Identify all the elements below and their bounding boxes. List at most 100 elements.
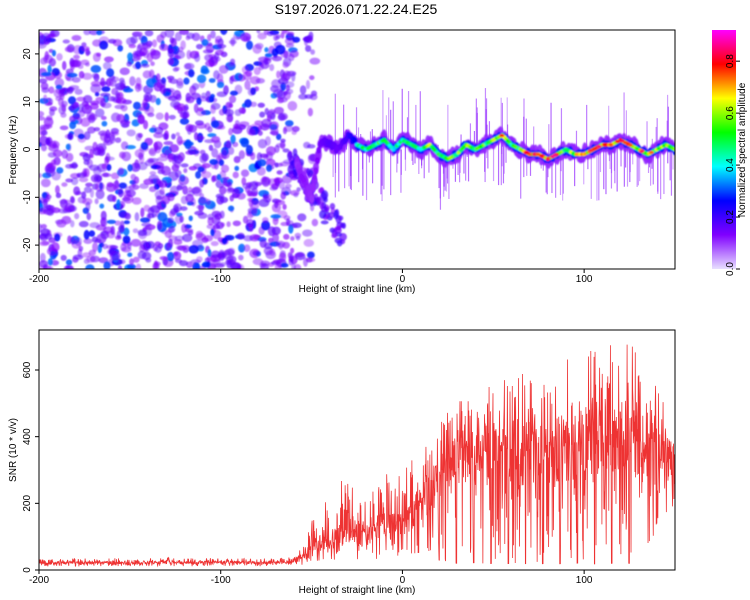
noise-blob (276, 70, 281, 79)
noise-blob (227, 247, 236, 257)
noise-blob (104, 156, 115, 161)
noise-blob (202, 49, 213, 54)
noise-blob (192, 186, 203, 197)
streak (385, 115, 387, 140)
noise-blob (117, 44, 124, 52)
streak (546, 154, 548, 195)
noise-blob (291, 130, 297, 135)
noise-blob (228, 127, 234, 136)
noise-blob (115, 90, 120, 99)
noise-blob (86, 158, 93, 169)
noise-blob (128, 44, 137, 49)
noise-blob (210, 30, 216, 39)
noise-blob (67, 96, 77, 105)
noise-blob (154, 261, 161, 266)
noise-blob (238, 254, 244, 261)
noise-blob (153, 81, 163, 92)
streak (663, 149, 665, 195)
noise-blob (211, 210, 222, 217)
noise-blob (211, 148, 219, 158)
noise-blob (274, 35, 280, 41)
snr-panel: -200 -100 0 100 0 200 400 600 Height of straig… (8, 329, 676, 596)
noise-blob (180, 163, 189, 168)
y-tick-label: 20 (22, 48, 33, 60)
noise-blob (40, 82, 49, 90)
noise-blob (269, 130, 279, 135)
y-tick-label: 600 (22, 361, 33, 378)
noise-blob (268, 237, 274, 243)
ridge-hotspot (596, 144, 602, 148)
streak (616, 144, 618, 192)
noise-blob (116, 114, 125, 123)
noise-blob (120, 104, 128, 112)
noise-blob (213, 224, 221, 230)
noise-blob (68, 105, 76, 111)
noise-blob (286, 220, 294, 227)
noise-blob (96, 175, 103, 183)
noise-blob (171, 164, 180, 172)
noise-blob (108, 131, 120, 136)
noise-blob (262, 217, 269, 224)
arm-blob (331, 233, 338, 239)
streak (469, 123, 472, 145)
noise-blob (40, 72, 52, 77)
noise-blob (270, 85, 280, 93)
streak (523, 149, 525, 178)
noise-blob (168, 95, 178, 101)
noise-blob (307, 107, 313, 117)
noise-blob (279, 140, 286, 150)
noise-blob (176, 81, 184, 89)
noise-blob (154, 241, 161, 247)
streak (407, 91, 410, 140)
noise-blob (167, 193, 175, 202)
noise-blob (141, 63, 150, 68)
noise-blob (149, 69, 155, 79)
noise-blob (126, 129, 136, 137)
noise-blob (81, 42, 87, 47)
noise-blob (271, 226, 281, 236)
streak (390, 139, 392, 196)
noise-blob (91, 72, 99, 79)
noise-blob (205, 90, 211, 98)
noise-blob (287, 31, 295, 36)
noise-blob (201, 163, 212, 169)
noise-blob (163, 140, 174, 146)
streak (669, 144, 671, 181)
streak (670, 144, 673, 196)
noise-blob (99, 92, 111, 97)
noise-blob (254, 120, 264, 126)
noise-blob (274, 162, 284, 168)
streak (397, 149, 399, 164)
noise-blob (174, 31, 182, 42)
noise-blob (61, 149, 68, 159)
spectrogram-x-label: Height of straight line (km) (299, 284, 416, 295)
noise-blob (73, 101, 80, 108)
streak (401, 88, 403, 140)
noise-blob (183, 168, 188, 174)
streak (672, 144, 674, 170)
noise-blob (181, 223, 187, 233)
noise-blob (59, 125, 69, 131)
streak (502, 135, 505, 184)
ridge-blobs (294, 126, 675, 204)
noise-blob (258, 159, 267, 167)
noise-blob (218, 159, 225, 166)
noise-blob (193, 148, 200, 157)
noise-blob (56, 53, 63, 61)
noise-blob (266, 31, 274, 37)
noise-blob (219, 186, 227, 195)
noise-blob (160, 153, 167, 158)
noise-blob (270, 112, 276, 121)
noise-blob (126, 263, 137, 269)
arm-blob (337, 215, 344, 221)
streak (361, 144, 364, 170)
streak (560, 108, 563, 155)
streak (350, 135, 352, 191)
noise-blob (85, 50, 91, 56)
ridge-hotspot (535, 152, 541, 156)
ridge-hotspot (549, 155, 555, 159)
noise-blob (89, 102, 99, 110)
noise-blob (147, 207, 155, 215)
noise-blob (100, 77, 106, 88)
noise-blob (309, 93, 318, 101)
